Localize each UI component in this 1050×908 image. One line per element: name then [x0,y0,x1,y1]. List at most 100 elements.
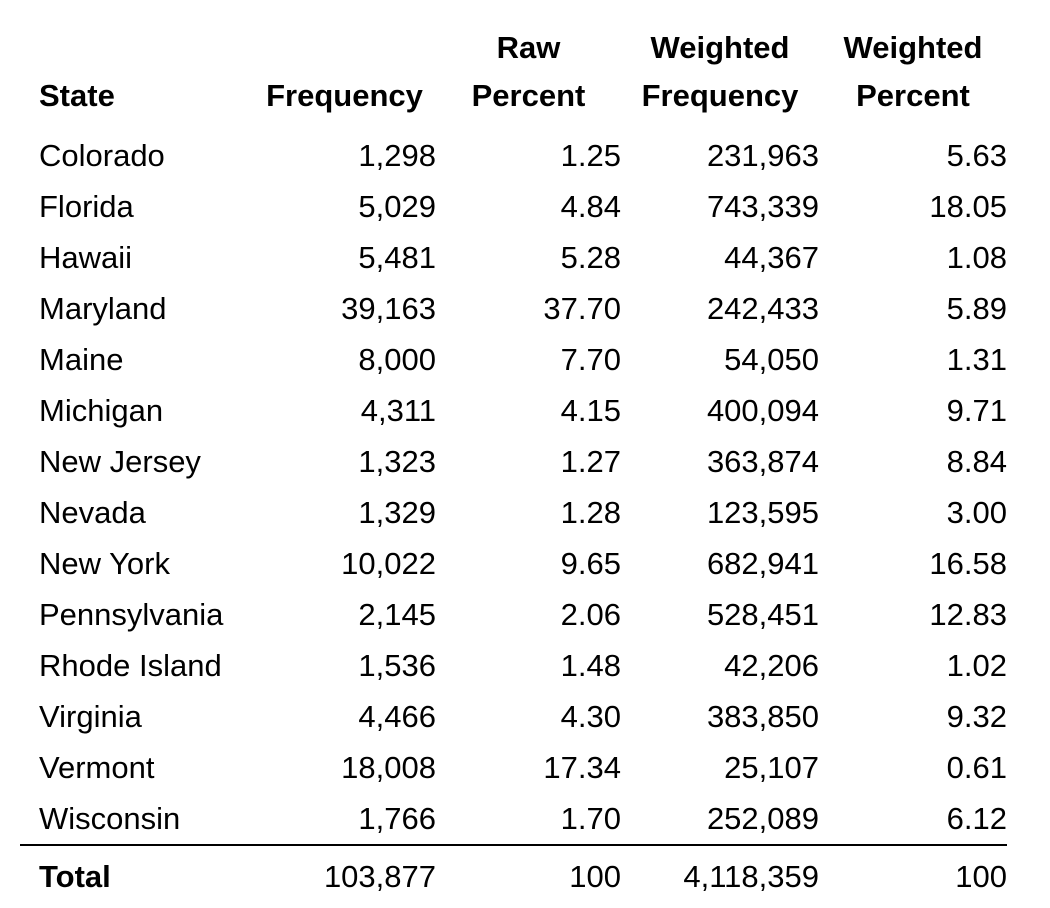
header-raw-percent: Raw Percent [436,24,621,130]
cell-frequency: 5,029 [358,189,436,224]
table-row: Pennsylvania 2,145 2.06 528,451 12.83 [20,589,1007,640]
cell-weighted-frequency: 528,451 [706,597,819,632]
cell-weighted-percent: 1.08 [946,240,1007,275]
table-row: Vermont 18,008 17.34 25,107 0.61 [20,742,1007,793]
cell-weighted-frequency: 383,850 [706,699,819,734]
cell-weighted-frequency: 54,050 [724,342,819,377]
table-row: Colorado 1,298 1.25 231,963 5.63 [20,130,1007,181]
cell-state: Nevada [39,495,146,530]
cell-frequency: 10,022 [341,546,436,581]
cell-state: Wisconsin [39,801,181,836]
cell-frequency: 4,311 [360,393,436,428]
cell-state: Virginia [39,699,142,734]
cell-weighted-percent: 16.58 [929,546,1007,581]
cell-weighted-frequency: 400,094 [706,393,819,428]
cell-frequency: 18,008 [341,750,436,785]
cell-raw-percent: 17.34 [543,750,621,785]
cell-weighted-percent: 1.02 [946,648,1007,683]
total-raw-percent: 100 [436,844,621,902]
cell-state: Pennsylvania [39,597,224,632]
cell-weighted-frequency: 231,963 [706,138,819,173]
cell-weighted-percent: 12.83 [929,597,1007,632]
cell-weighted-percent: 6.12 [946,801,1007,836]
table-row: Maryland 39,163 37.70 242,433 5.89 [20,283,1007,334]
cell-weighted-percent: 3.00 [946,495,1007,530]
table-row: Nevada 1,329 1.28 123,595 3.00 [20,487,1007,538]
cell-weighted-percent: 8.84 [946,444,1007,479]
cell-raw-percent: 1.70 [560,801,621,836]
total-label: Total [20,844,253,902]
header-raw-percent-line2: Percent [471,78,586,113]
cell-frequency: 5,481 [358,240,436,275]
cell-frequency: 1,298 [358,138,436,173]
cell-weighted-frequency: 44,367 [724,240,819,275]
cell-state: Florida [39,189,134,224]
header-weighted-frequency-line1: Weighted [650,30,790,65]
header-weighted-frequency: Weighted Frequency [621,24,819,130]
cell-weighted-frequency: 242,433 [706,291,819,326]
total-weighted-percent: 100 [819,844,1007,902]
cell-state: Rhode Island [39,648,222,683]
table-row: Rhode Island 1,536 1.48 42,206 1.02 [20,640,1007,691]
cell-frequency: 2,145 [358,597,436,632]
header-weighted-percent: Weighted Percent [819,24,1007,130]
cell-state: Maryland [39,291,167,326]
table-row: Hawaii 5,481 5.28 44,367 1.08 [20,232,1007,283]
cell-raw-percent: 7.70 [560,342,621,377]
cell-raw-percent: 9.65 [560,546,621,581]
cell-frequency: 39,163 [341,291,436,326]
table-body: Colorado 1,298 1.25 231,963 5.63 Florida 5,029… [20,130,1007,845]
cell-state: New York [39,546,170,581]
table-row: Maine 8,000 7.70 54,050 1.31 [20,334,1007,385]
cell-weighted-frequency: 252,089 [706,801,819,836]
cell-frequency: 4,466 [358,699,436,734]
cell-weighted-percent: 9.32 [946,699,1007,734]
cell-weighted-percent: 5.63 [946,138,1007,173]
total-weighted-frequency: 4,118,359 [621,844,819,902]
cell-state: Vermont [39,750,155,785]
header-weighted-percent-line2: Percent [856,78,970,113]
cell-state: Maine [39,342,124,377]
cell-raw-percent: 4.15 [560,393,621,428]
cell-weighted-percent: 9.71 [946,393,1007,428]
header-state: State [39,78,115,113]
table-footer: Total 103,877 100 4,118,359 100 [20,844,1007,902]
cell-state: Hawaii [39,240,133,275]
cell-frequency: 1,766 [358,801,436,836]
cell-weighted-frequency: 25,107 [724,750,819,785]
header-frequency: Frequency [266,78,423,113]
header-weighted-frequency-line2: Frequency [641,78,799,113]
cell-weighted-frequency: 682,941 [706,546,819,581]
cell-raw-percent: 2.06 [560,597,621,632]
cell-frequency: 1,536 [358,648,436,683]
state-frequency-table: State Frequency Raw Percent Weighted Fre… [20,24,1007,902]
cell-weighted-frequency: 123,595 [706,495,819,530]
header-raw-percent-line1: Raw [496,30,561,65]
cell-frequency: 8,000 [358,342,436,377]
table-row: New Jersey 1,323 1.27 363,874 8.84 [20,436,1007,487]
cell-raw-percent: 5.28 [560,240,621,275]
cell-raw-percent: 4.84 [560,189,621,224]
table-row: New York 10,022 9.65 682,941 16.58 [20,538,1007,589]
cell-weighted-frequency: 363,874 [706,444,819,479]
cell-weighted-frequency: 743,339 [706,189,819,224]
cell-raw-percent: 4.30 [560,699,621,734]
cell-raw-percent: 37.70 [543,291,621,326]
cell-weighted-frequency: 42,206 [724,648,819,683]
cell-raw-percent: 1.25 [560,138,621,173]
cell-raw-percent: 1.28 [560,495,621,530]
total-frequency: 103,877 [253,844,436,902]
cell-state: Michigan [39,393,164,428]
cell-weighted-percent: 0.61 [946,750,1007,785]
table-row: Michigan 4,311 4.15 400,094 9.71 [20,385,1007,436]
cell-frequency: 1,329 [358,495,436,530]
cell-weighted-percent: 18.05 [929,189,1007,224]
header-weighted-percent-line1: Weighted [843,30,983,65]
cell-state: Colorado [39,138,165,173]
cell-raw-percent: 1.48 [560,648,621,683]
cell-raw-percent: 1.27 [560,444,621,479]
total-row: Total 103,877 100 4,118,359 100 [20,844,1007,902]
header-row: State Frequency Raw Percent Weighted Fre… [20,24,1007,130]
table-row: Virginia 4,466 4.30 383,850 9.32 [20,691,1007,742]
